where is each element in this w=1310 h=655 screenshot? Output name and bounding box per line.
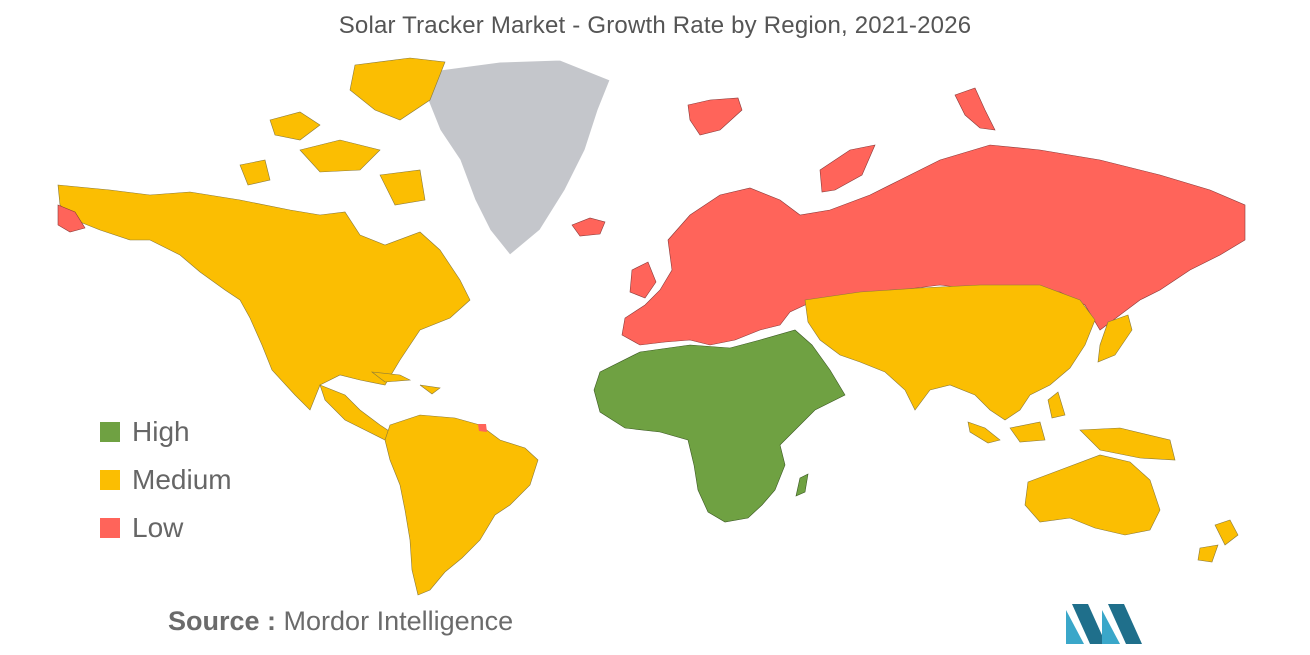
source-line: Source : Mordor Intelligence (168, 606, 513, 637)
legend-item-medium: Medium (100, 456, 232, 504)
region-europe-russia (571, 87, 1246, 346)
source-name: Mordor Intelligence (283, 606, 514, 636)
legend-item-low: Low (100, 504, 232, 552)
legend-swatch-medium (100, 470, 120, 490)
region-south-america (384, 414, 539, 596)
legend: High Medium Low (100, 408, 232, 552)
legend-swatch-high (100, 422, 120, 442)
legend-swatch-low (100, 518, 120, 538)
region-alaska-tip (57, 204, 86, 233)
legend-label-medium: Medium (132, 464, 232, 495)
legend-label-high: High (132, 416, 190, 447)
legend-item-high: High (100, 408, 232, 456)
source-prefix: Source : (168, 606, 277, 636)
legend-label-low: Low (132, 512, 184, 543)
mordor-intelligence-logo-icon (1066, 604, 1142, 644)
region-greenland (427, 59, 611, 256)
chart-title: Solar Tracker Market - Growth Rate by Re… (338, 12, 972, 39)
region-french-guiana (478, 424, 487, 432)
region-asia-pacific (804, 284, 1239, 563)
region-middle-east-africa (593, 329, 846, 523)
region-madagascar (795, 473, 809, 497)
region-north-america (57, 57, 471, 441)
